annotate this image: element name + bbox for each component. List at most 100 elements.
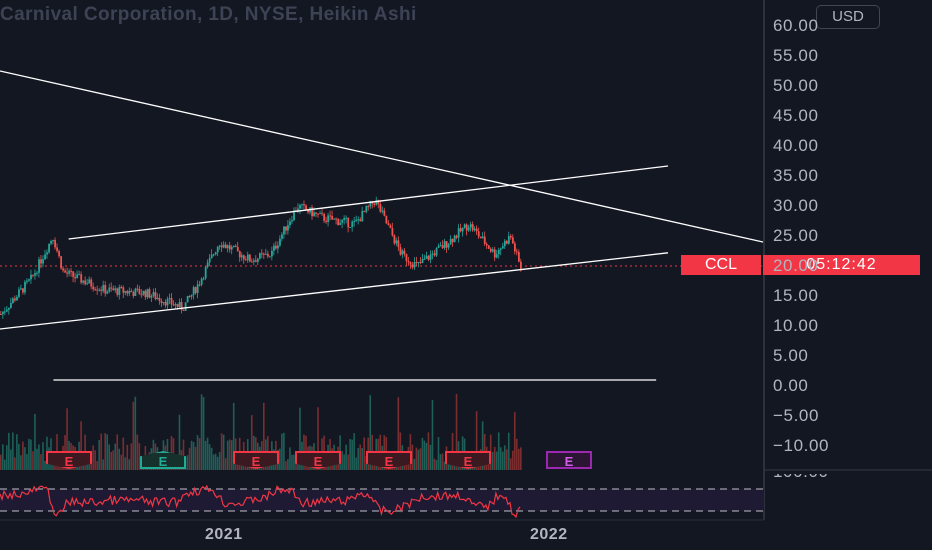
candle-body bbox=[377, 200, 380, 205]
volume-bar bbox=[435, 460, 438, 470]
candle-body bbox=[403, 250, 406, 254]
candle-body bbox=[485, 243, 488, 246]
candle-body bbox=[379, 204, 382, 212]
volume-bar bbox=[517, 448, 520, 470]
volume-bar bbox=[66, 408, 68, 470]
volume-bar bbox=[285, 461, 287, 470]
volume-bar bbox=[220, 433, 223, 470]
candle-body bbox=[313, 212, 316, 217]
candle-body bbox=[487, 245, 490, 249]
candle-body bbox=[469, 224, 472, 228]
volume-bar bbox=[28, 439, 30, 470]
candle-body bbox=[461, 227, 464, 232]
volume-bar bbox=[427, 432, 430, 470]
earnings-marker[interactable]: E bbox=[445, 451, 491, 469]
candle-body bbox=[281, 234, 283, 239]
candle-body bbox=[305, 205, 307, 210]
candle-body bbox=[459, 228, 462, 232]
earnings-marker[interactable]: E bbox=[366, 451, 412, 469]
volume-bar bbox=[439, 454, 442, 470]
candle-body bbox=[52, 239, 55, 242]
earnings-marker[interactable]: E bbox=[233, 451, 279, 469]
earnings-marker[interactable]: E bbox=[46, 451, 92, 469]
candle-body bbox=[335, 218, 338, 220]
y-tick-label: 55.00 bbox=[773, 46, 819, 65]
volume-bar bbox=[108, 444, 111, 470]
candle-body bbox=[383, 210, 386, 216]
volume-bar bbox=[495, 451, 498, 470]
candle-body bbox=[254, 260, 257, 262]
earnings-marker[interactable]: E bbox=[140, 451, 186, 469]
volume-bar bbox=[443, 461, 446, 470]
volume-bar bbox=[124, 457, 127, 470]
candle-body bbox=[22, 288, 24, 293]
earnings-marker[interactable]: E bbox=[295, 451, 341, 469]
candle-body bbox=[224, 244, 227, 249]
candle-body bbox=[76, 274, 79, 279]
volume-bar bbox=[10, 449, 12, 470]
candle-body bbox=[409, 262, 412, 265]
y-tick-label: 25.00 bbox=[773, 226, 819, 245]
volume-bar bbox=[92, 445, 94, 470]
candle-body bbox=[246, 254, 249, 261]
candle-body bbox=[495, 254, 498, 258]
volume-bar bbox=[515, 438, 518, 470]
candle-body bbox=[228, 245, 231, 250]
volume-bar bbox=[507, 432, 510, 470]
earnings-marker[interactable]: E bbox=[546, 451, 592, 469]
candle-body bbox=[38, 259, 40, 273]
candle-body bbox=[150, 295, 153, 298]
candle-body bbox=[417, 261, 420, 264]
candle-body bbox=[172, 304, 175, 306]
volume-bar bbox=[106, 434, 109, 470]
candle-body bbox=[116, 288, 119, 295]
volume-bar bbox=[369, 395, 372, 470]
candle-body bbox=[511, 237, 514, 244]
candle-body bbox=[337, 219, 340, 225]
volume-bar bbox=[40, 454, 42, 470]
candle-body bbox=[347, 217, 350, 228]
candle-body bbox=[20, 288, 22, 290]
volume-bar bbox=[96, 461, 98, 470]
candle-body bbox=[503, 240, 506, 247]
volume-bar bbox=[283, 432, 285, 470]
candle-body bbox=[349, 226, 352, 228]
candle-body bbox=[64, 270, 67, 273]
volume-bar bbox=[349, 438, 351, 470]
currency-button[interactable]: USD bbox=[816, 5, 880, 29]
y-tick-label: 0.00 bbox=[773, 376, 809, 395]
candle-body bbox=[327, 215, 330, 223]
candle-body bbox=[156, 297, 159, 300]
volume-bar bbox=[4, 459, 6, 470]
candle-body bbox=[357, 219, 360, 221]
candle-body bbox=[443, 241, 446, 248]
candle-body bbox=[12, 298, 14, 303]
candle-body bbox=[291, 220, 293, 222]
candle-body bbox=[44, 254, 46, 260]
symbol-price-tag: CCL bbox=[681, 255, 761, 275]
volume-bar bbox=[341, 450, 343, 470]
candle-body bbox=[421, 259, 424, 263]
volume-bar bbox=[355, 457, 357, 470]
volume-bar bbox=[202, 397, 205, 470]
candle-body bbox=[2, 311, 4, 315]
candle-body bbox=[244, 259, 247, 261]
candle-body bbox=[475, 228, 478, 232]
volume-bar bbox=[138, 443, 141, 470]
candle-body bbox=[301, 204, 303, 206]
volume-bar bbox=[206, 437, 209, 470]
candle-body bbox=[50, 241, 52, 244]
candle-body bbox=[299, 205, 301, 209]
candle-body bbox=[86, 283, 89, 285]
volume-bar bbox=[513, 412, 516, 470]
volume-bar bbox=[291, 454, 293, 470]
candle-body bbox=[353, 220, 356, 222]
candle-body bbox=[108, 287, 111, 292]
candle-body bbox=[457, 228, 460, 238]
candle-body bbox=[144, 290, 147, 298]
candle-body bbox=[399, 247, 402, 255]
candle-body bbox=[397, 240, 400, 248]
candle-body bbox=[252, 260, 255, 262]
candle-body bbox=[483, 236, 486, 244]
